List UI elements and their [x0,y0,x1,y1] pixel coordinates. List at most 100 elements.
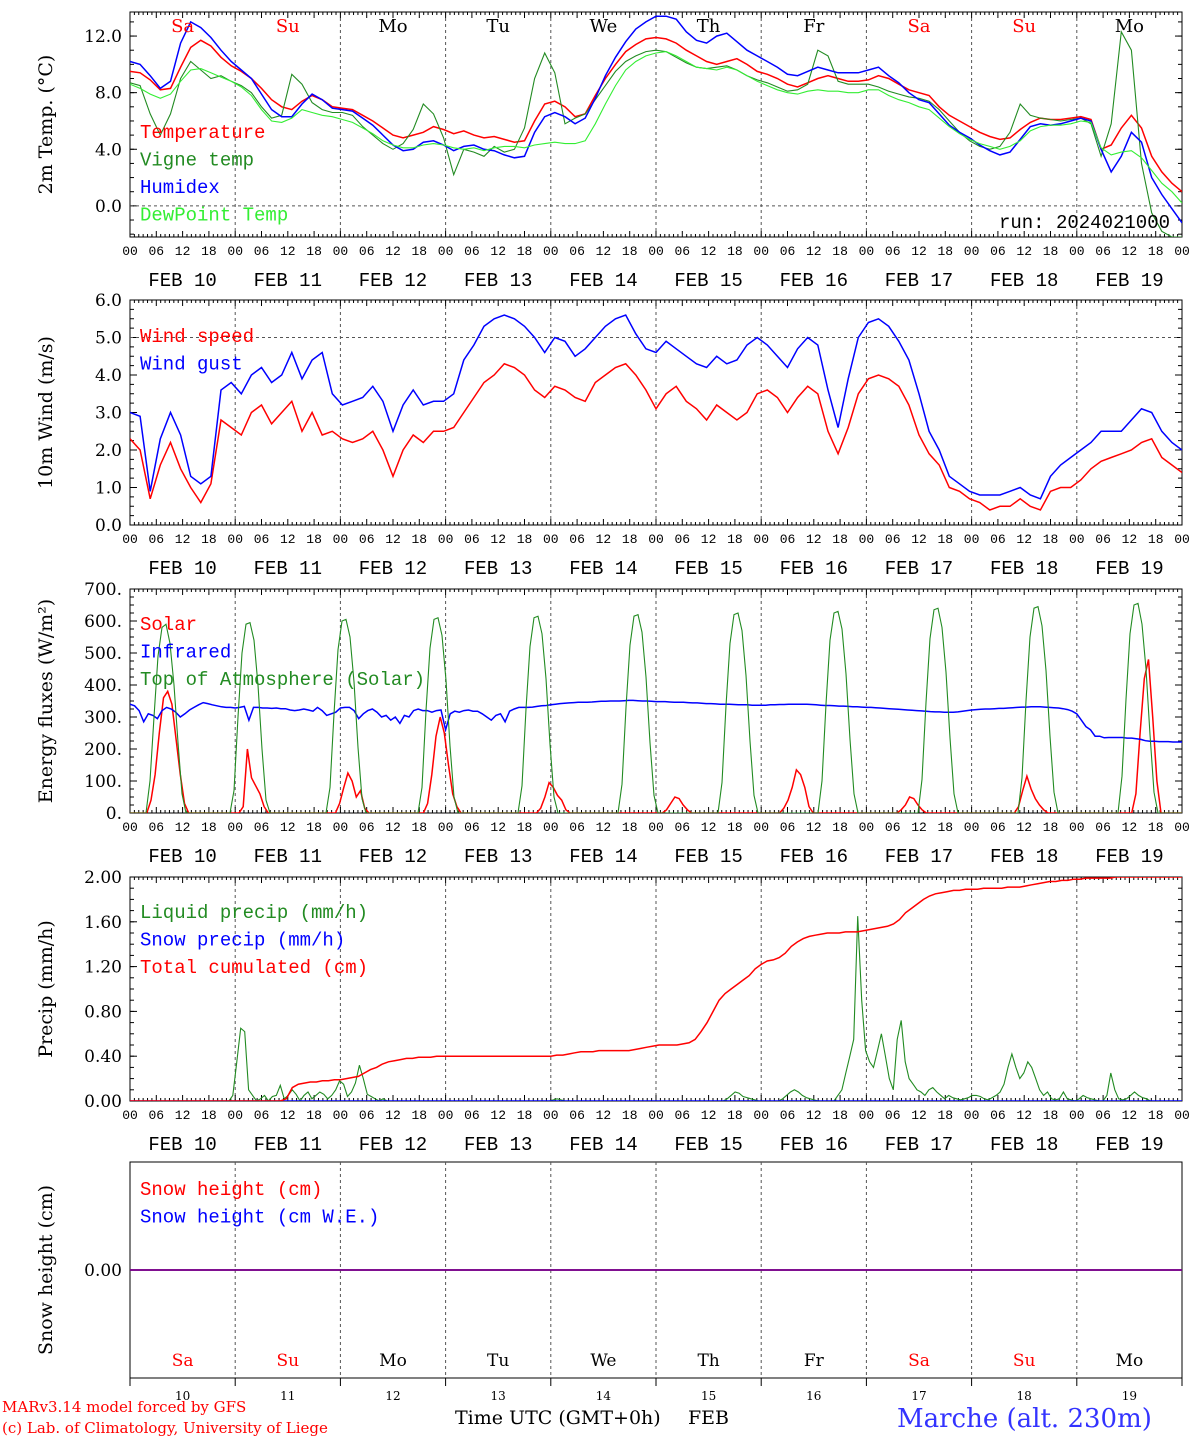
y-tick-label: 400. [84,676,122,696]
hour-label: 18 [411,244,427,259]
date-label: FEB 14 [569,846,637,868]
y-tick-label: 200. [84,740,122,760]
date-label: FEB 12 [359,558,427,580]
hour-label: 06 [780,820,796,835]
hour-label: 18 [937,820,953,835]
date-label: FEB 18 [990,558,1058,580]
panel-5: 0.00 Snow height (cm) Snow height (cm) Snow… [35,1161,1183,1403]
y-tick-label: 0.80 [84,1002,122,1022]
hour-label: 12 [490,532,506,547]
hour-label: 12 [1122,820,1138,835]
hour-label: 00 [227,532,243,547]
hour-label: 18 [1043,532,1059,547]
hour-label: 00 [543,1108,559,1123]
hour-label: 00 [648,244,664,259]
footer: MARv3.14 model forced by GFS (c) Lab. of… [2,1398,1152,1437]
hour-label: 18 [306,1108,322,1123]
y-tick-label: 1.60 [84,913,122,933]
hour-label: 06 [359,820,375,835]
date-label: FEB 13 [464,1134,532,1156]
day-name: Su [276,1351,299,1371]
hour-label: 06 [990,820,1006,835]
hour-label: 00 [648,532,664,547]
hour-label: 00 [333,244,349,259]
date-label: FEB 12 [359,846,427,868]
hour-label: 00 [438,244,454,259]
day-number: 19 [1122,1389,1137,1403]
hour-label: 06 [148,820,164,835]
date-label: FEB 11 [254,270,322,292]
hour-label: 06 [990,244,1006,259]
hour-label: 18 [622,820,638,835]
hour-label: 06 [464,820,480,835]
hour-label: 00 [1174,820,1190,835]
panel-3: 0. 100. 200. 300. 400. 500. 600. 700. Energy flu… [35,580,1190,868]
legend-entry: Snow height (cm W.E.) [140,1207,379,1229]
date-label: FEB 16 [780,270,848,292]
hour-label: 06 [359,244,375,259]
date-label: FEB 12 [359,1134,427,1156]
hour-label: 18 [411,1108,427,1123]
hour-label: 00 [333,1108,349,1123]
hour-label: 06 [674,244,690,259]
hour-label: 00 [648,1108,664,1123]
hour-label: 18 [937,532,953,547]
hour-label: 12 [1016,820,1032,835]
hour-label: 06 [674,1108,690,1123]
date-label: FEB 13 [464,846,532,868]
plot-area [130,314,1182,511]
hour-label: 18 [1148,532,1164,547]
hour-label: 12 [385,820,401,835]
hour-label: 18 [727,244,743,259]
y-tick-label: 2.00 [84,868,122,888]
date-label: FEB 14 [569,558,637,580]
day-number: 12 [385,1389,400,1403]
hour-label: 00 [964,532,980,547]
hour-label: 12 [1016,532,1032,547]
hour-label: 00 [648,820,664,835]
hour-label: 00 [1069,820,1085,835]
y-tick-label: 0. [106,804,122,824]
hour-label: 00 [1174,1108,1190,1123]
day-name: Sa [171,16,194,37]
hour-label: 00 [122,244,138,259]
panel-2: 0.0 1.0 2.0 3.0 4.0 5.0 6.0 10m Wind (m/s) Wind … [35,291,1190,580]
hour-label: 18 [832,244,848,259]
y-tick-label: 4.0 [95,140,122,160]
hour-label: 00 [859,244,875,259]
hour-label: 00 [438,1108,454,1123]
hour-label: 18 [411,820,427,835]
date-label: FEB 13 [464,270,532,292]
day-name: We [590,1351,616,1371]
hour-label: 00 [227,820,243,835]
day-name: We [590,16,618,37]
hour-label: 00 [227,1108,243,1123]
hour-label: 12 [806,244,822,259]
hour-label: 12 [911,820,927,835]
date-label: FEB 17 [885,270,953,292]
run-label: run: 2024021000 [999,212,1170,234]
hour-label: 12 [490,820,506,835]
y-axis-label: Precip (mm/h) [35,920,57,1058]
hour-label: 18 [937,1108,953,1123]
date-label: FEB 11 [254,846,322,868]
hour-label: 18 [517,820,533,835]
legend-entry: Snow precip (mm/h) [140,930,345,952]
hour-label: 00 [859,532,875,547]
day-name: Su [276,16,300,37]
day-name: Mo [378,16,407,37]
legend-entry: Infrared [140,642,231,664]
date-label: FEB 10 [148,846,216,868]
hour-label: 00 [1069,244,1085,259]
hour-label: 00 [859,1108,875,1123]
hour-label: 06 [885,532,901,547]
date-label: FEB 14 [569,1134,637,1156]
legend-entry: Temperature [140,122,265,144]
hour-label: 12 [175,1108,191,1123]
hour-label: 12 [1122,244,1138,259]
hour-label: 12 [911,532,927,547]
y-tick-label: 1.20 [84,958,122,978]
day-name: Sa [172,1351,194,1371]
hour-label: 06 [148,532,164,547]
